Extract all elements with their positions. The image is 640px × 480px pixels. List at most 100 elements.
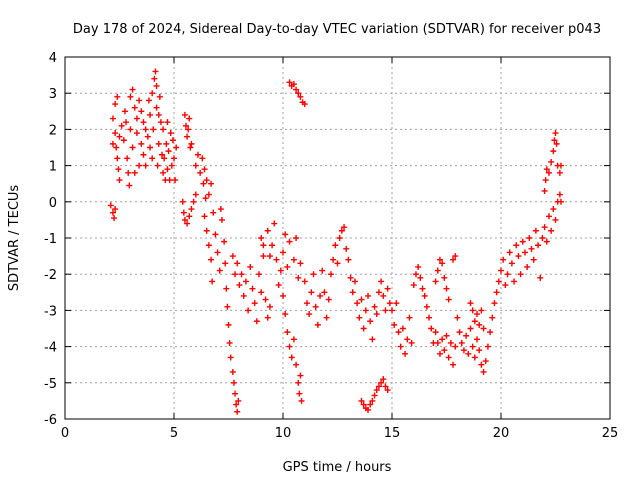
- y-tick-label: -1: [44, 232, 57, 247]
- data-point: [447, 339, 454, 346]
- data-point: [450, 361, 457, 368]
- data-point: [317, 292, 324, 299]
- data-point: [391, 321, 398, 328]
- data-point: [504, 271, 511, 278]
- data-point: [180, 209, 187, 216]
- chart-title: Day 178 of 2024, Sidereal Day-to-day VTE…: [73, 22, 601, 37]
- data-point: [264, 227, 271, 234]
- data-point: [214, 249, 221, 256]
- data-point: [154, 162, 161, 169]
- data-point: [552, 216, 559, 223]
- x-tick-label: 5: [170, 426, 178, 441]
- data-point: [330, 256, 337, 263]
- data-point: [210, 209, 217, 216]
- data-point: [155, 111, 162, 118]
- data-point: [262, 296, 269, 303]
- data-point: [140, 151, 147, 158]
- data-point: [297, 372, 304, 379]
- data-point: [434, 267, 441, 274]
- data-point: [380, 376, 387, 383]
- x-axis-label: GPS time / hours: [283, 460, 392, 475]
- data-point: [298, 397, 305, 404]
- data-point: [194, 151, 201, 158]
- data-point: [408, 339, 415, 346]
- data-point: [542, 177, 549, 184]
- data-point: [548, 158, 555, 165]
- data-point: [222, 260, 229, 267]
- axis-ticks: 0 5 10 15 20 25 -6 -5 -4 -3 -2 -1 0 1 2 3 4: [44, 51, 618, 441]
- data-point: [229, 253, 236, 260]
- data-point: [498, 267, 504, 274]
- data-point: [202, 195, 209, 202]
- data-point: [258, 235, 265, 241]
- data-point: [221, 238, 228, 245]
- data-point: [140, 119, 147, 126]
- data-point: [412, 271, 419, 278]
- data-point: [347, 274, 354, 281]
- data-point: [284, 263, 291, 270]
- data-point: [460, 347, 467, 354]
- data-point: [160, 126, 167, 133]
- data-point: [471, 318, 478, 325]
- data-point: [266, 303, 273, 310]
- data-point: [495, 278, 502, 285]
- data-point: [367, 318, 374, 325]
- data-point: [493, 289, 500, 296]
- data-point: [343, 245, 350, 252]
- data-point: [476, 347, 483, 354]
- data-point: [325, 296, 332, 303]
- data-point: [209, 278, 216, 285]
- data-point: [535, 242, 542, 249]
- data-point: [295, 274, 302, 281]
- data-point: [406, 314, 413, 321]
- data-point: [380, 292, 387, 299]
- data-point: [384, 285, 391, 292]
- data-point: [297, 93, 304, 100]
- data-point: [280, 249, 286, 256]
- data-point: [338, 227, 345, 234]
- data-point: [410, 282, 417, 289]
- x-tick-label: 20: [493, 426, 510, 441]
- data-point: [303, 300, 310, 307]
- data-point: [452, 253, 459, 260]
- data-point: [500, 256, 507, 263]
- data-point: [557, 198, 564, 205]
- data-point: [230, 379, 237, 386]
- data-point: [434, 339, 441, 346]
- data-point: [164, 166, 171, 173]
- data-point: [286, 79, 293, 86]
- data-point: [474, 336, 481, 343]
- data-point: [550, 148, 557, 155]
- data-point: [345, 256, 352, 263]
- data-point: [308, 289, 315, 296]
- y-tick-label: -3: [44, 304, 57, 319]
- data-point: [190, 198, 197, 205]
- data-point: [480, 368, 487, 375]
- data-point: [528, 245, 535, 252]
- y-axis-label: SDTVAR / TECUs: [7, 185, 22, 292]
- data-point: [153, 104, 160, 111]
- data-point: [556, 191, 563, 198]
- data-point: [463, 332, 470, 339]
- data-point: [120, 137, 127, 144]
- data-point: [306, 311, 313, 318]
- data-point: [556, 169, 563, 176]
- data-point: [491, 300, 498, 307]
- data-point: [116, 177, 123, 184]
- data-point: [200, 180, 207, 187]
- data-point: [445, 354, 452, 361]
- data-point: [236, 282, 243, 289]
- data-point: [151, 75, 158, 82]
- data-point: [443, 285, 450, 292]
- data-point: [545, 169, 552, 176]
- data-point: [290, 81, 297, 88]
- data-point: [419, 285, 426, 292]
- data-point: [133, 115, 140, 122]
- data-point: [173, 144, 180, 151]
- data-point: [116, 133, 123, 140]
- data-point: [382, 383, 389, 390]
- data-point: [551, 137, 558, 144]
- data-point: [149, 155, 156, 162]
- data-point: [129, 144, 136, 151]
- data-point: [192, 191, 199, 198]
